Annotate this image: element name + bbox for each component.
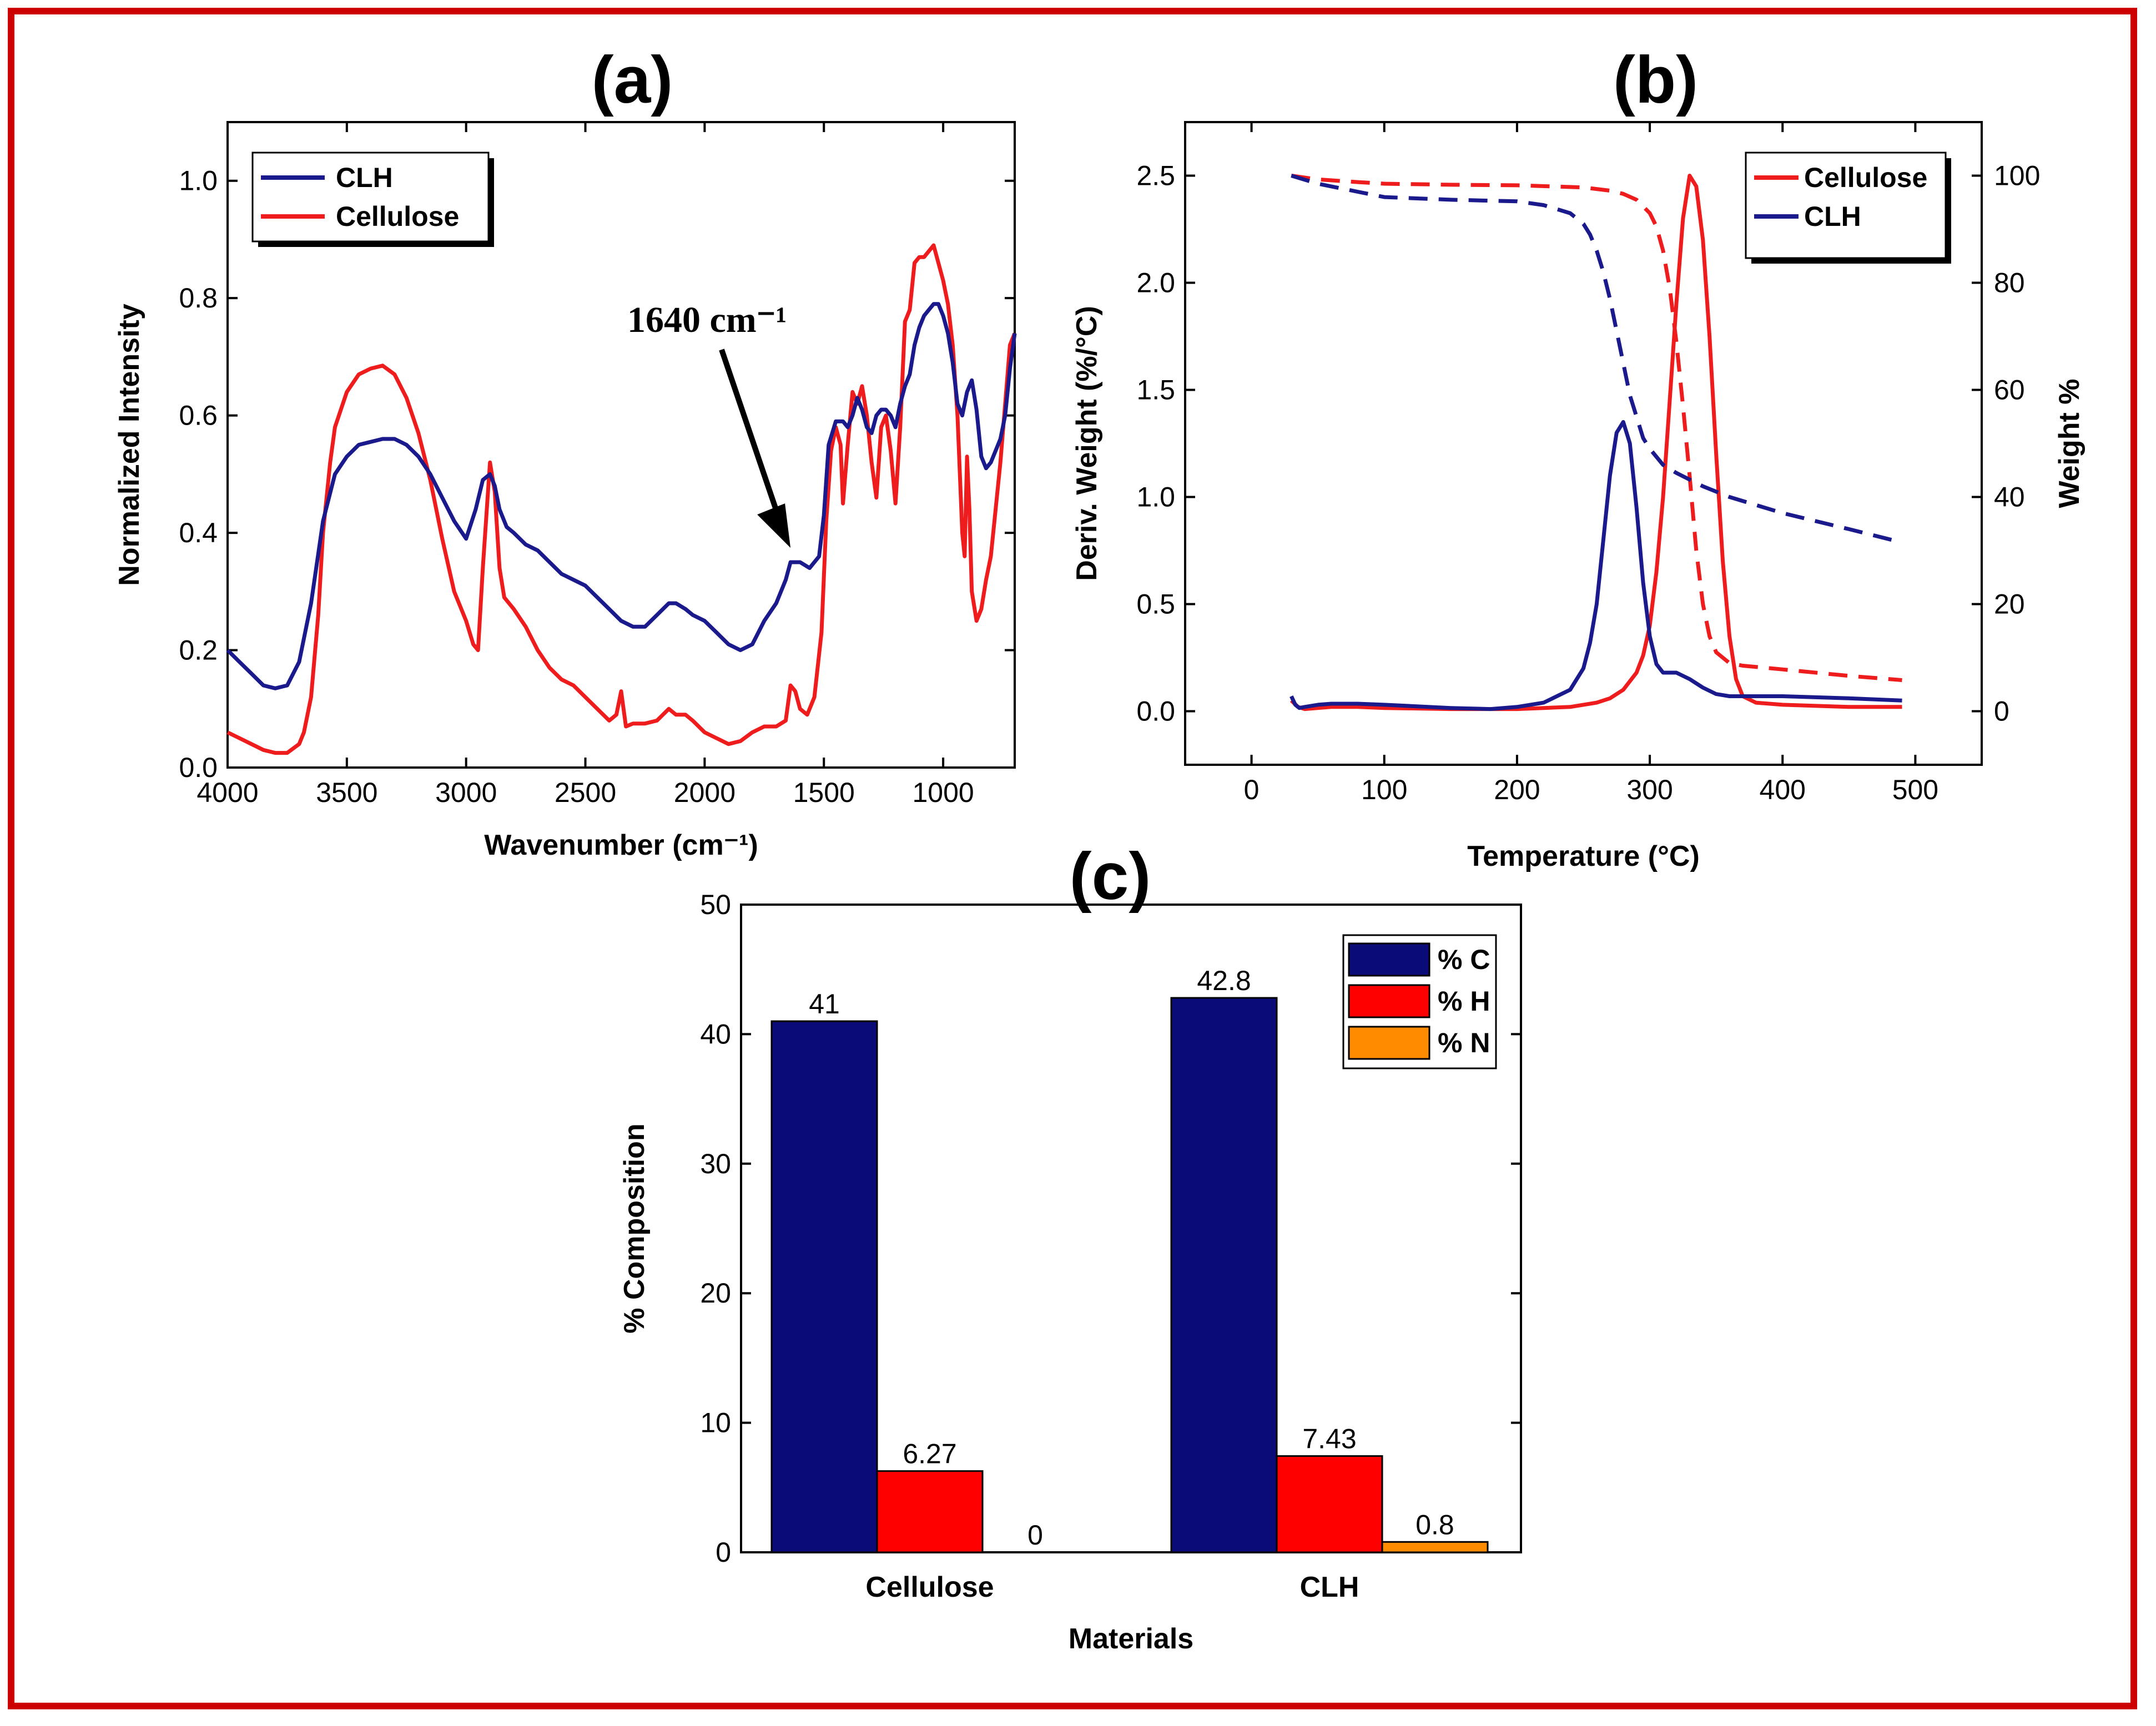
- panel-c-bar: [1381, 1541, 1489, 1553]
- panel-b-series-dashed-cellulose: [1291, 174, 1902, 682]
- panel-b-legend-label: CLH: [1804, 201, 1861, 232]
- panel-b-y2tick-label: 80: [1994, 268, 2025, 299]
- panel-c-ytick-label: 0: [716, 1537, 731, 1568]
- panel-b-y2tick-label: 40: [1994, 482, 2025, 513]
- panel-a-ytick-label: 0.4: [179, 517, 218, 548]
- panel-b-ytick-label: 2.0: [1136, 268, 1175, 299]
- panel-a-ytick-label: 1.0: [179, 165, 218, 196]
- panel-a-xtick-label: 4000: [197, 777, 258, 808]
- panel-a-label: (a): [592, 43, 673, 117]
- panel-c-bar: [1276, 1455, 1383, 1553]
- panel-c-ytick-label: 50: [700, 889, 731, 920]
- panel-b-series-dashed-clh: [1291, 174, 1903, 544]
- panel-a-ylabel: Normalized Intensity: [113, 304, 145, 586]
- panel-c-bar: [876, 1470, 984, 1553]
- panel-a-series-line-clh: [226, 302, 1017, 690]
- panel-c-bar-value-label: 7.43: [1302, 1424, 1356, 1455]
- panel-b-y2tick-label: 0: [1994, 696, 2009, 727]
- panel-c-bar-value-label: 0.8: [1415, 1509, 1454, 1540]
- panel-b-ytick-label: 1.0: [1136, 482, 1175, 513]
- panel-a-annotation-label: 1640 cm⁻¹: [627, 300, 787, 340]
- panel-c-bar-value-label: 41: [809, 988, 840, 1020]
- panel-b-ytick-label: 0.5: [1136, 589, 1175, 620]
- panel-c-bar: [1170, 997, 1278, 1553]
- panel-c-legend-label: % C: [1438, 944, 1490, 975]
- panel-c-label: (c): [1070, 839, 1151, 914]
- panel-b-xtick-label: 300: [1626, 774, 1673, 805]
- panel-b: (b) 0 100 200 300 400 500 0.0 0.5 1.0 1.5 2.0 2.5 0 20…: [1071, 43, 2086, 872]
- panel-c-legend-label: % H: [1438, 986, 1490, 1017]
- panel-a-xtick-label: 3500: [316, 777, 377, 808]
- panel-a-axes-box: [226, 121, 1016, 769]
- panel-a-xtick-label: 1000: [912, 777, 974, 808]
- panel-a-legend-label: Cellulose: [336, 201, 459, 232]
- panel-c-ylabel: % Composition: [618, 1123, 651, 1333]
- panel-c: (c) 0 10 20 30 40 50 Cellulose 41 6.27 0 CLH 42.8 7.4…: [618, 839, 1522, 1655]
- panel-b-legend-label: Cellulose: [1804, 162, 1927, 193]
- panel-c-ytick-label: 20: [700, 1278, 731, 1309]
- panel-a-xlabel: Wavenumber (cm⁻¹): [484, 829, 758, 861]
- panel-a-series-line-cellulose: [226, 243, 1017, 755]
- panel-b-xtick-label: 400: [1760, 774, 1806, 805]
- panel-c-ytick-label: 30: [700, 1148, 731, 1179]
- panel-a-xtick-label: 2500: [555, 777, 616, 808]
- panel-b-xtick-label: 0: [1244, 774, 1260, 805]
- panel-a-ytick-label: 0.2: [179, 635, 218, 666]
- panel-a: (a) 4000 3500 3000 2500 2000 1500 1000 0.0 0.2 0.4…: [113, 43, 1017, 861]
- panel-a-annotation-arrowhead: [757, 503, 791, 548]
- panel-b-legend-box: [1745, 152, 1947, 259]
- panel-c-axes-box: [740, 904, 1522, 1553]
- panel-a-ytick-label: 0.6: [179, 400, 218, 431]
- panel-b-y2tick-label: 100: [1994, 160, 2040, 191]
- panel-b-xtick-label: 500: [1892, 774, 1938, 805]
- panel-a-xtick-label: 2000: [674, 777, 736, 808]
- panel-b-xlabel: Temperature (°C): [1467, 840, 1700, 872]
- panel-c-ytick-label: 40: [700, 1018, 731, 1049]
- panel-a-ytick-label: 0.0: [179, 752, 218, 783]
- panel-b-series-solid-clh: [1289, 420, 1902, 711]
- panel-a-xtick-label: 3000: [435, 777, 497, 808]
- figure-frame: [8, 8, 2137, 1709]
- panel-b-axes-box: [1184, 121, 1983, 766]
- panel-c-xtick-label: Cellulose: [865, 1571, 994, 1603]
- panel-b-y2tick-label: 60: [1994, 375, 2025, 406]
- panel-b-label: (b): [1613, 43, 1698, 117]
- panel-a-legend-box: [251, 152, 490, 243]
- panel-b-ytick-label: 2.5: [1136, 160, 1175, 191]
- panel-a-legend-label: CLH: [336, 162, 393, 193]
- panel-b-xtick-label: 100: [1361, 774, 1407, 805]
- panel-c-xlabel: Materials: [1069, 1623, 1193, 1655]
- panel-c-ytick-label: 10: [700, 1407, 731, 1439]
- panel-c-legend-swatch: [1348, 942, 1430, 977]
- panel-c-xtick-label: CLH: [1300, 1571, 1359, 1603]
- panel-c-legend-label: % N: [1438, 1027, 1490, 1058]
- panel-c-bar: [770, 1020, 878, 1553]
- panel-a-ytick-label: 0.8: [179, 282, 218, 314]
- panel-b-ytick-label: 1.5: [1136, 375, 1175, 406]
- panel-b-ytick-label: 0.0: [1136, 696, 1175, 727]
- panel-c-bar-value-label: 0: [1027, 1520, 1043, 1551]
- panel-a-annotation-arrow: [719, 349, 783, 524]
- panel-b-y2tick-label: 20: [1994, 589, 2025, 620]
- panel-c-bar-value-label: 42.8: [1197, 965, 1251, 996]
- panel-b-y2label: Weight %: [2053, 378, 2086, 508]
- panel-c-legend-swatch: [1348, 984, 1430, 1018]
- panel-b-xtick-label: 200: [1494, 774, 1540, 805]
- panel-b-ylabel: Deriv. Weight (%/°C): [1071, 306, 1103, 581]
- panel-b-series-solid-cellulose: [1289, 174, 1902, 711]
- panel-a-xtick-label: 1500: [793, 777, 855, 808]
- panel-c-bar-value-label: 6.27: [903, 1439, 956, 1470]
- panel-c-legend-swatch: [1348, 1026, 1430, 1060]
